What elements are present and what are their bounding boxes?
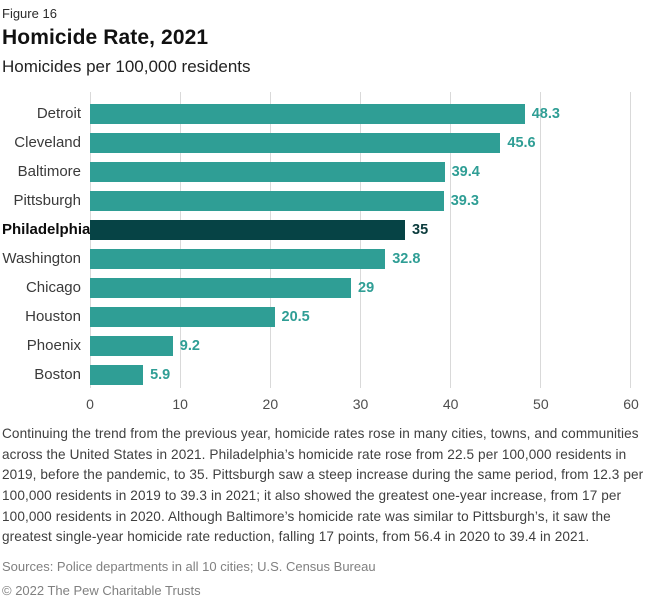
x-axis-tick-label: 20: [262, 396, 279, 413]
bar-rows: Detroit 48.3 Cleveland 45.6 Baltimore 39.4 Pit…: [2, 92, 648, 389]
x-axis-tick-label: 30: [352, 396, 369, 413]
bar-row: Cleveland 45.6: [2, 128, 648, 157]
value-label: 5.9: [150, 366, 171, 383]
figure-number: Figure 16: [2, 6, 57, 21]
bar-row: Detroit 48.3: [2, 99, 648, 128]
bar-row: Boston 5.9: [2, 360, 648, 389]
bar-track: 9.2: [90, 335, 630, 356]
value-label: 45.6: [507, 134, 536, 151]
highlighted-bar: [90, 219, 405, 240]
bar: [90, 132, 501, 153]
category-label: Philadelphia: [2, 221, 91, 239]
category-label: Baltimore: [17, 163, 81, 181]
category-label: Chicago: [25, 279, 81, 297]
bar-track: 39.3: [90, 190, 630, 211]
x-axis-tick-label: 10: [172, 396, 188, 413]
category-label: Pittsburgh: [13, 192, 81, 210]
bar: [90, 248, 386, 269]
bar-track: 29: [90, 277, 630, 298]
bar-chart: Detroit 48.3 Cleveland 45.6 Baltimore 39.4 Pit…: [2, 92, 648, 412]
x-axis-tick-label: 0: [86, 396, 94, 413]
value-label: 29: [358, 279, 375, 296]
bar: [90, 277, 351, 298]
category-label: Phoenix: [26, 337, 81, 355]
bar-row: Pittsburgh 39.3: [2, 186, 648, 215]
bar: [90, 103, 525, 124]
copyright-note: © 2022 The Pew Charitable Trusts: [2, 583, 201, 598]
bar-row: Chicago 29: [2, 273, 648, 302]
category-label: Houston: [25, 308, 81, 326]
bar-track: 45.6: [90, 132, 630, 153]
bar: [90, 335, 173, 356]
chart-title: Homicide Rate, 2021: [2, 25, 209, 49]
bar: [90, 190, 444, 211]
x-axis: 0 10 20 30 40 50 60: [86, 394, 639, 414]
category-label: Washington: [2, 250, 81, 268]
bar-track: 48.3: [90, 103, 630, 124]
bar-row: Phoenix 9.2: [2, 331, 648, 360]
bar-track: 39.4: [90, 161, 630, 182]
value-label: 35: [412, 221, 429, 238]
value-label: 32.8: [392, 250, 421, 267]
x-axis-tick-label: 50: [533, 396, 549, 413]
category-label: Cleveland: [14, 134, 81, 152]
bar-track: 32.8: [90, 248, 630, 269]
value-label: 9.2: [179, 337, 200, 354]
bar-track: 20.5: [90, 306, 630, 327]
x-axis-tick-label: 40: [442, 396, 459, 413]
sources-note: Sources: Police departments in all 10 ci…: [2, 559, 376, 575]
value-label: 48.3: [531, 105, 560, 122]
bar: [90, 306, 275, 327]
bar-row: Baltimore 39.4: [2, 157, 648, 186]
chart-description: Continuing the trend from the previous y…: [2, 426, 644, 545]
bar-track: 35: [90, 219, 630, 240]
category-label: Detroit: [36, 105, 81, 123]
value-label: 39.4: [451, 163, 480, 180]
value-label: 20.5: [281, 308, 310, 325]
chart-subtitle: Homicides per 100,000 residents: [2, 56, 251, 76]
value-label: 39.3: [450, 192, 479, 209]
bar-row: Philadelphia 35: [2, 215, 648, 244]
bar: [90, 364, 144, 385]
category-label: Boston: [34, 366, 81, 384]
bar-row: Houston 20.5: [2, 302, 648, 331]
bar-row: Washington 32.8: [2, 244, 648, 273]
x-axis-tick-label: 60: [623, 396, 639, 413]
bar-track: 5.9: [90, 364, 630, 385]
bar: [90, 161, 445, 182]
